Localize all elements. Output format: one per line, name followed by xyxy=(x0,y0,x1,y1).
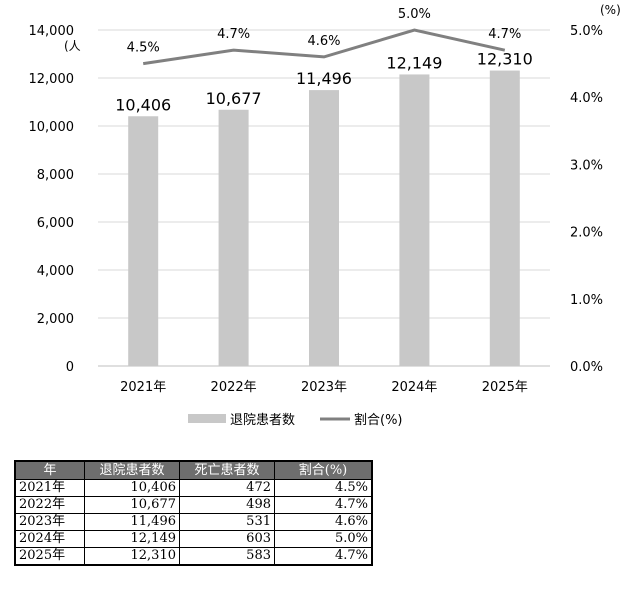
legend-bar-label: 退院患者数 xyxy=(230,413,295,428)
line-data-label: 4.5% xyxy=(127,41,160,56)
y-left-tick-label: 10,000 xyxy=(29,120,75,135)
right-axis-unit: (%) xyxy=(600,3,621,17)
table-cell: 4.5% xyxy=(274,479,373,497)
table-cell: 12,310 xyxy=(84,547,180,566)
line-data-label: 4.6% xyxy=(307,34,340,49)
table-cell: 2024年 xyxy=(14,530,85,548)
bar-series xyxy=(128,70,520,366)
table-cell: 4.7% xyxy=(274,547,373,566)
table-row: 2022年 10,677 498 4.7% xyxy=(14,496,373,514)
table-cell: 12,149 xyxy=(84,530,180,548)
table-header-row: 年 退院患者数 死亡患者数 割合(%) xyxy=(14,460,373,480)
data-labels: 10,406 10,677 11,496 12,149 12,310 4.5% 4.7% 4.… xyxy=(115,7,533,114)
x-tick-label: 2024年 xyxy=(391,380,437,395)
bar-data-label: 10,406 xyxy=(115,95,171,114)
bar xyxy=(489,70,520,366)
table-cell: 603 xyxy=(179,530,275,548)
table-row: 2021年 10,406 472 4.5% xyxy=(14,479,373,497)
table-header-cell: 割合(%) xyxy=(274,460,373,480)
x-tick-label: 2025年 xyxy=(482,380,528,395)
y-left-tick-label: 0 xyxy=(66,360,74,375)
x-tick-label: 2021年 xyxy=(120,380,166,395)
table-cell: 2023年 xyxy=(14,513,85,531)
bar-data-label: 12,149 xyxy=(386,53,442,72)
line-data-label: 4.7% xyxy=(217,27,250,42)
bar-data-label: 12,310 xyxy=(477,50,533,69)
data-table: 年 退院患者数 死亡患者数 割合(%) 2021年 10,406 472 4.5… xyxy=(14,460,373,566)
y-right-tick-label: 2.0% xyxy=(570,226,603,241)
line-data-label: 5.0% xyxy=(398,7,431,22)
x-tick-label: 2022年 xyxy=(211,380,257,395)
table-cell: 2021年 xyxy=(14,479,85,497)
axes: 0 2,000 4,000 6,000 8,000 10,000 12,000 14,000 0… xyxy=(29,24,604,395)
bar-data-label: 10,677 xyxy=(206,89,262,108)
legend-bar-swatch xyxy=(188,414,226,423)
table-cell: 10,406 xyxy=(84,479,180,497)
y-left-tick-label: 8,000 xyxy=(37,168,74,183)
table-cell: 2025年 xyxy=(14,547,85,566)
y-left-tick-label: 4,000 xyxy=(37,264,74,279)
y-left-tick-label: 2,000 xyxy=(37,312,74,327)
line-series xyxy=(142,28,506,66)
x-tick-label: 2023年 xyxy=(301,380,347,395)
table-header-cell: 年 xyxy=(14,460,85,480)
table-cell: 11,496 xyxy=(84,513,180,531)
table-header-cell: 退院患者数 xyxy=(84,460,180,480)
table-row: 2025年 12,310 583 4.7% xyxy=(14,547,373,566)
y-right-tick-label: 4.0% xyxy=(570,91,603,106)
legend-line-label: 割合(%) xyxy=(354,412,403,428)
table-cell: 2022年 xyxy=(14,496,85,514)
bar-data-label: 11,496 xyxy=(296,69,352,88)
bar xyxy=(218,109,249,366)
y-right-tick-label: 3.0% xyxy=(570,158,603,173)
y-right-tick-label: 1.0% xyxy=(570,293,603,308)
y-right-tick-label: 0.0% xyxy=(570,360,603,375)
bar xyxy=(399,74,430,366)
bar xyxy=(309,90,339,366)
table-header-cell: 死亡患者数 xyxy=(179,460,275,480)
table-cell: 4.6% xyxy=(274,513,373,531)
y-left-tick-label: 6,000 xyxy=(37,216,74,231)
table-row: 2023年 11,496 531 4.6% xyxy=(14,513,373,531)
y-left-tick-label: 14,000 xyxy=(29,24,75,39)
table-cell: 583 xyxy=(179,547,275,566)
table-cell: 10,677 xyxy=(84,496,180,514)
line-path xyxy=(142,28,506,66)
y-right-tick-label: 5.0% xyxy=(570,24,603,39)
combo-chart: 10,406 10,677 11,496 12,149 12,310 4.5% 4.7% 4.… xyxy=(29,3,621,428)
table-row: 2024年 12,149 603 5.0% xyxy=(14,530,373,548)
table-cell: 531 xyxy=(179,513,275,531)
table-cell: 5.0% xyxy=(274,530,373,548)
left-axis-unit: (人 xyxy=(64,39,81,53)
bar xyxy=(128,116,159,366)
table-cell: 498 xyxy=(179,496,275,514)
table-cell: 472 xyxy=(179,479,275,497)
legend: 退院患者数 割合(%) xyxy=(188,412,403,428)
table-cell: 4.7% xyxy=(274,496,373,514)
y-left-tick-label: 12,000 xyxy=(29,72,75,87)
line-data-label: 4.7% xyxy=(488,27,521,42)
